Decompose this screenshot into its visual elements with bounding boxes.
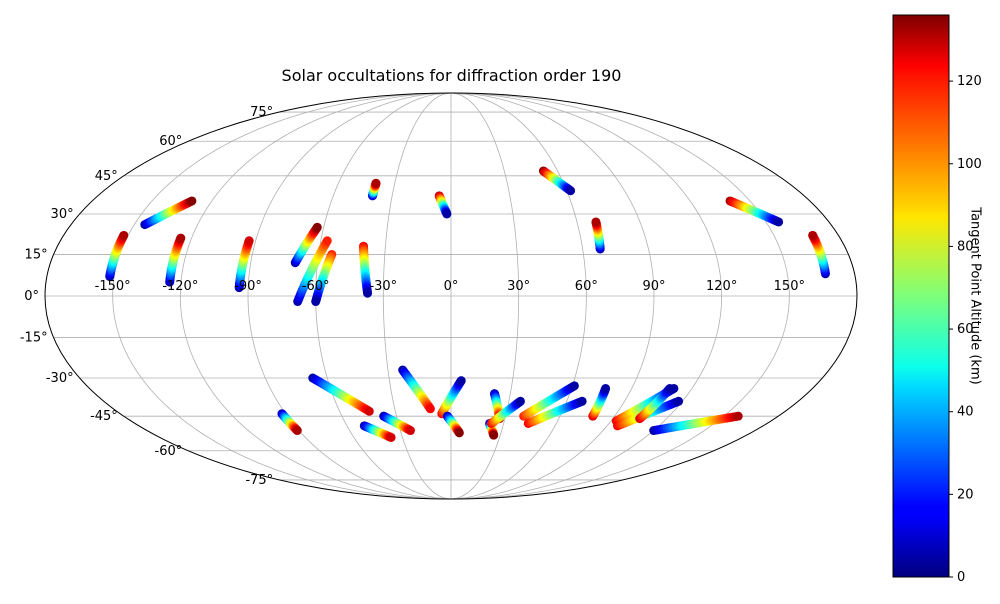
- data-point: [674, 396, 684, 406]
- y-tick-label: -15°: [20, 331, 48, 346]
- x-tick-label: 90°: [642, 279, 665, 294]
- occultation-track: [368, 178, 381, 201]
- data-point: [454, 428, 464, 438]
- occultation-track: [234, 236, 254, 293]
- colorbar-tick-label: 120: [957, 74, 982, 89]
- occultation-track: [486, 396, 525, 428]
- data-point: [442, 209, 452, 219]
- data-point: [187, 196, 197, 206]
- occultation-track: [591, 217, 605, 254]
- occultation-track: [588, 383, 611, 421]
- occultation-track: [165, 233, 186, 287]
- data-point: [456, 376, 466, 386]
- tick-labels: -150° -120° -90° -60° -30° 0° 30° 60° 90° 120° 150…: [20, 105, 805, 488]
- data-point: [363, 288, 373, 298]
- y-tick-label: 15°: [25, 247, 48, 262]
- colorbar-tick-label: 0: [957, 570, 965, 585]
- data-point: [371, 178, 381, 188]
- occultation-track: [359, 421, 396, 442]
- data-point: [244, 236, 254, 246]
- data-point: [364, 406, 374, 416]
- colorbar-label: Tangent Point Altitude (km): [968, 206, 983, 384]
- y-tick-label: -45°: [90, 409, 118, 424]
- occultation-track: [725, 196, 784, 227]
- occultation-track: [140, 196, 197, 230]
- x-tick-label: 150°: [774, 279, 805, 294]
- occultation-track: [359, 241, 373, 298]
- y-tick-label: -60°: [155, 444, 183, 459]
- occultation-tracks: [105, 166, 830, 442]
- occultation-track: [523, 396, 587, 428]
- data-point: [566, 186, 576, 196]
- data-point: [312, 222, 322, 232]
- colorbar: 0 20 40 60 80 100 120 Tangent Point Altitude (…: [892, 14, 983, 585]
- y-tick-label: 60°: [159, 134, 182, 149]
- colorbar-ticks: 0 20 40 60 80 100 120: [949, 74, 982, 585]
- data-point: [774, 217, 784, 227]
- data-point: [665, 383, 675, 393]
- occultation-track: [808, 230, 830, 279]
- colorbar-tick-label: 40: [957, 405, 974, 420]
- y-tick-label: 0°: [24, 289, 39, 304]
- x-tick-label: 0°: [444, 279, 459, 294]
- colorbar-tick-label: 60: [957, 322, 974, 337]
- occultation-track: [398, 365, 435, 414]
- occultation-track: [290, 222, 322, 268]
- colorbar-tick-label: 20: [957, 487, 974, 502]
- occultation-track: [379, 411, 415, 436]
- occultation-track: [635, 383, 675, 424]
- colorbar-gradient: [892, 14, 950, 578]
- data-point: [577, 396, 587, 406]
- data-point: [591, 217, 601, 227]
- y-tick-label: -30°: [46, 371, 74, 386]
- x-tick-label: -60°: [302, 279, 330, 294]
- y-tick-label: 30°: [51, 207, 74, 222]
- data-point: [322, 236, 332, 246]
- y-tick-label: -75°: [245, 473, 273, 488]
- y-tick-label: 75°: [250, 105, 273, 120]
- occultation-track: [311, 249, 337, 307]
- x-tick-label: -30°: [369, 279, 397, 294]
- x-tick-label: 120°: [706, 279, 737, 294]
- occultation-track: [308, 373, 374, 416]
- occultation-track: [519, 381, 579, 421]
- grid-lines: [45, 93, 857, 499]
- occultation-track: [293, 236, 332, 307]
- data-point: [405, 426, 415, 436]
- occultation-track: [437, 376, 466, 419]
- occultation-track: [277, 409, 302, 436]
- data-point: [425, 404, 435, 414]
- x-tick-label: -90°: [234, 279, 262, 294]
- occultation-track: [442, 411, 464, 438]
- map-border: [44, 92, 858, 500]
- data-point: [176, 233, 186, 243]
- x-tick-label: -150°: [95, 279, 131, 294]
- data-point: [386, 432, 396, 442]
- occultation-track: [434, 191, 452, 219]
- colorbar-tick-label: 100: [957, 157, 982, 172]
- x-tick-label: 30°: [507, 279, 530, 294]
- colorbar-tick-label: 80: [957, 239, 974, 254]
- data-point: [489, 430, 499, 440]
- data-point: [119, 230, 129, 240]
- chart-title: Solar occultations for diffraction order…: [281, 66, 622, 85]
- occultation-track: [490, 389, 505, 424]
- y-tick-label: 45°: [95, 169, 118, 184]
- x-tick-label: -120°: [162, 279, 198, 294]
- occultation-track: [538, 166, 576, 196]
- data-point: [569, 381, 579, 391]
- data-point: [808, 230, 818, 240]
- occultation-track: [649, 411, 743, 436]
- data-point: [311, 297, 321, 307]
- x-tick-label: 60°: [575, 279, 598, 294]
- data-point: [601, 383, 611, 393]
- data-point: [515, 396, 525, 406]
- occultation-track: [105, 230, 129, 282]
- data-point: [733, 411, 743, 421]
- data-point: [292, 426, 302, 436]
